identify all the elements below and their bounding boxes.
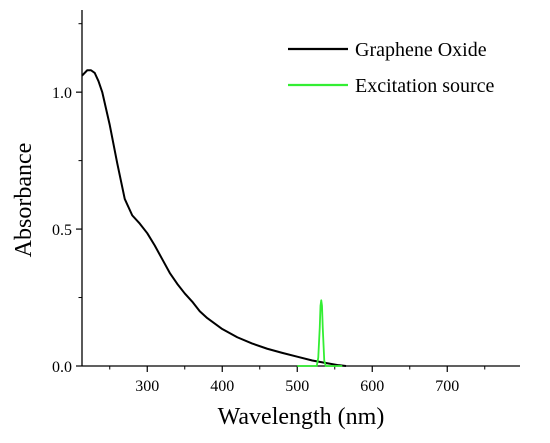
y-tick-label: 1.0	[52, 85, 72, 102]
legend-label-graphene-oxide: Graphene Oxide	[355, 39, 487, 61]
y-tick-label: 0.0	[52, 359, 72, 376]
legend-label-excitation-source: Excitation source	[355, 75, 495, 97]
x-tick-label: 300	[135, 378, 159, 395]
legend: Graphene Oxide Excitation source	[288, 39, 495, 97]
y-ticks: 0.0 0.5 1.0	[52, 23, 82, 376]
plot-frame	[81, 10, 520, 367]
series-line-excitation-source	[297, 299, 343, 367]
y-tick-label: 0.5	[52, 222, 72, 239]
x-axis-label: Wavelength (nm)	[218, 404, 385, 430]
x-tick-label: 600	[360, 378, 384, 395]
series-line-graphene-oxide	[81, 69, 347, 367]
series-layer	[81, 69, 347, 367]
x-tick-label: 400	[210, 378, 234, 395]
x-tick-label: 700	[435, 378, 459, 395]
x-ticks: 300 400 500 600 700	[109, 366, 486, 395]
x-tick-label: 500	[285, 378, 309, 395]
y-axis-label: Absorbance	[11, 143, 37, 258]
